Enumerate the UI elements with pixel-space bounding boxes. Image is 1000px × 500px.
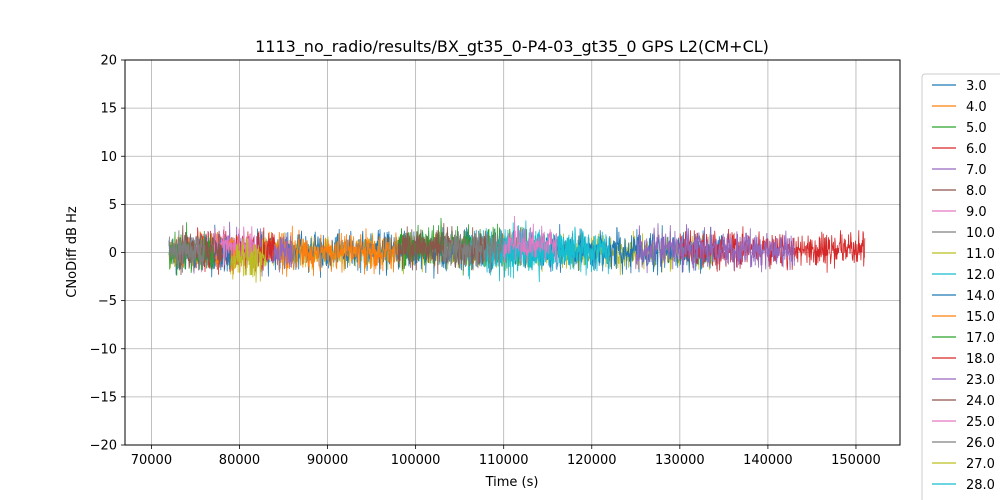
y-tick-label: 10 (100, 150, 117, 165)
y-tick-label: 20 (100, 54, 117, 69)
y-tick-label: 5 (109, 198, 117, 213)
legend-label: 26.0 (966, 436, 995, 451)
y-tick-label: 15 (100, 102, 117, 117)
legend-frame (921, 73, 1000, 500)
legend-label: 25.0 (966, 415, 995, 430)
x-tick-label: 110000 (479, 453, 529, 468)
x-tick-label: 140000 (743, 453, 793, 468)
legend-label: 9.0 (966, 205, 987, 220)
legend-label: 18.0 (966, 352, 995, 367)
legend-label: 7.0 (966, 163, 987, 178)
chart-title: 1113_no_radio/results/BX_gt35_0-P4-03_gt… (255, 37, 769, 57)
series-line-11.0 (230, 237, 267, 283)
x-tick-label: 100000 (391, 453, 441, 468)
x-tick-label: 120000 (567, 453, 617, 468)
legend-label: 12.0 (966, 268, 995, 283)
x-tick-label: 70000 (131, 453, 172, 468)
legend: 3.0 4.0 5.0 6.0 7.0 8.0 9.0 10.0 11.0 12.0 14.0 15.… (921, 73, 1000, 500)
y-tick-label: −15 (90, 390, 117, 405)
y-tick-label: 0 (109, 246, 117, 261)
y-axis-label: CNoDiff dB Hz (65, 206, 80, 298)
y-tick-label: −10 (90, 342, 117, 357)
plot-series (168, 215, 866, 283)
legend-label: 3.0 (966, 79, 987, 94)
series-line-23.0 (635, 223, 795, 274)
x-axis-label: Time (s) (485, 475, 539, 490)
series-line-26.0 (441, 229, 505, 273)
legend-label: 14.0 (966, 289, 995, 304)
legend-label: 17.0 (966, 331, 995, 346)
x-tick-label: 130000 (655, 453, 705, 468)
x-tick-label: 90000 (307, 453, 348, 468)
x-axis: 70000 80000 90000 100000 110000 120000 130000 1… (131, 445, 881, 468)
legend-label: 15.0 (966, 310, 995, 325)
x-tick-label: 150000 (831, 453, 881, 468)
legend-label: 4.0 (966, 100, 987, 115)
y-axis: −20 −15 −10 −5 0 5 10 15 20 (90, 54, 125, 454)
y-tick-label: −20 (90, 439, 117, 454)
legend-label: 10.0 (966, 226, 995, 241)
legend-label: 27.0 (966, 457, 995, 472)
legend-label: 23.0 (966, 373, 995, 388)
series-line-25.0 (503, 215, 557, 270)
y-tick-label: −5 (98, 294, 117, 309)
legend-label: 6.0 (966, 142, 987, 157)
x-tick-label: 80000 (219, 453, 260, 468)
legend-label: 11.0 (966, 247, 995, 262)
legend-label: 28.0 (966, 478, 995, 493)
legend-label: 8.0 (966, 184, 987, 199)
series-line-24.0 (397, 223, 487, 275)
series-line-10.0 (168, 230, 205, 273)
legend-label: 5.0 (966, 121, 987, 136)
legend-label: 24.0 (966, 394, 995, 409)
series-line-15.0 (265, 225, 399, 277)
